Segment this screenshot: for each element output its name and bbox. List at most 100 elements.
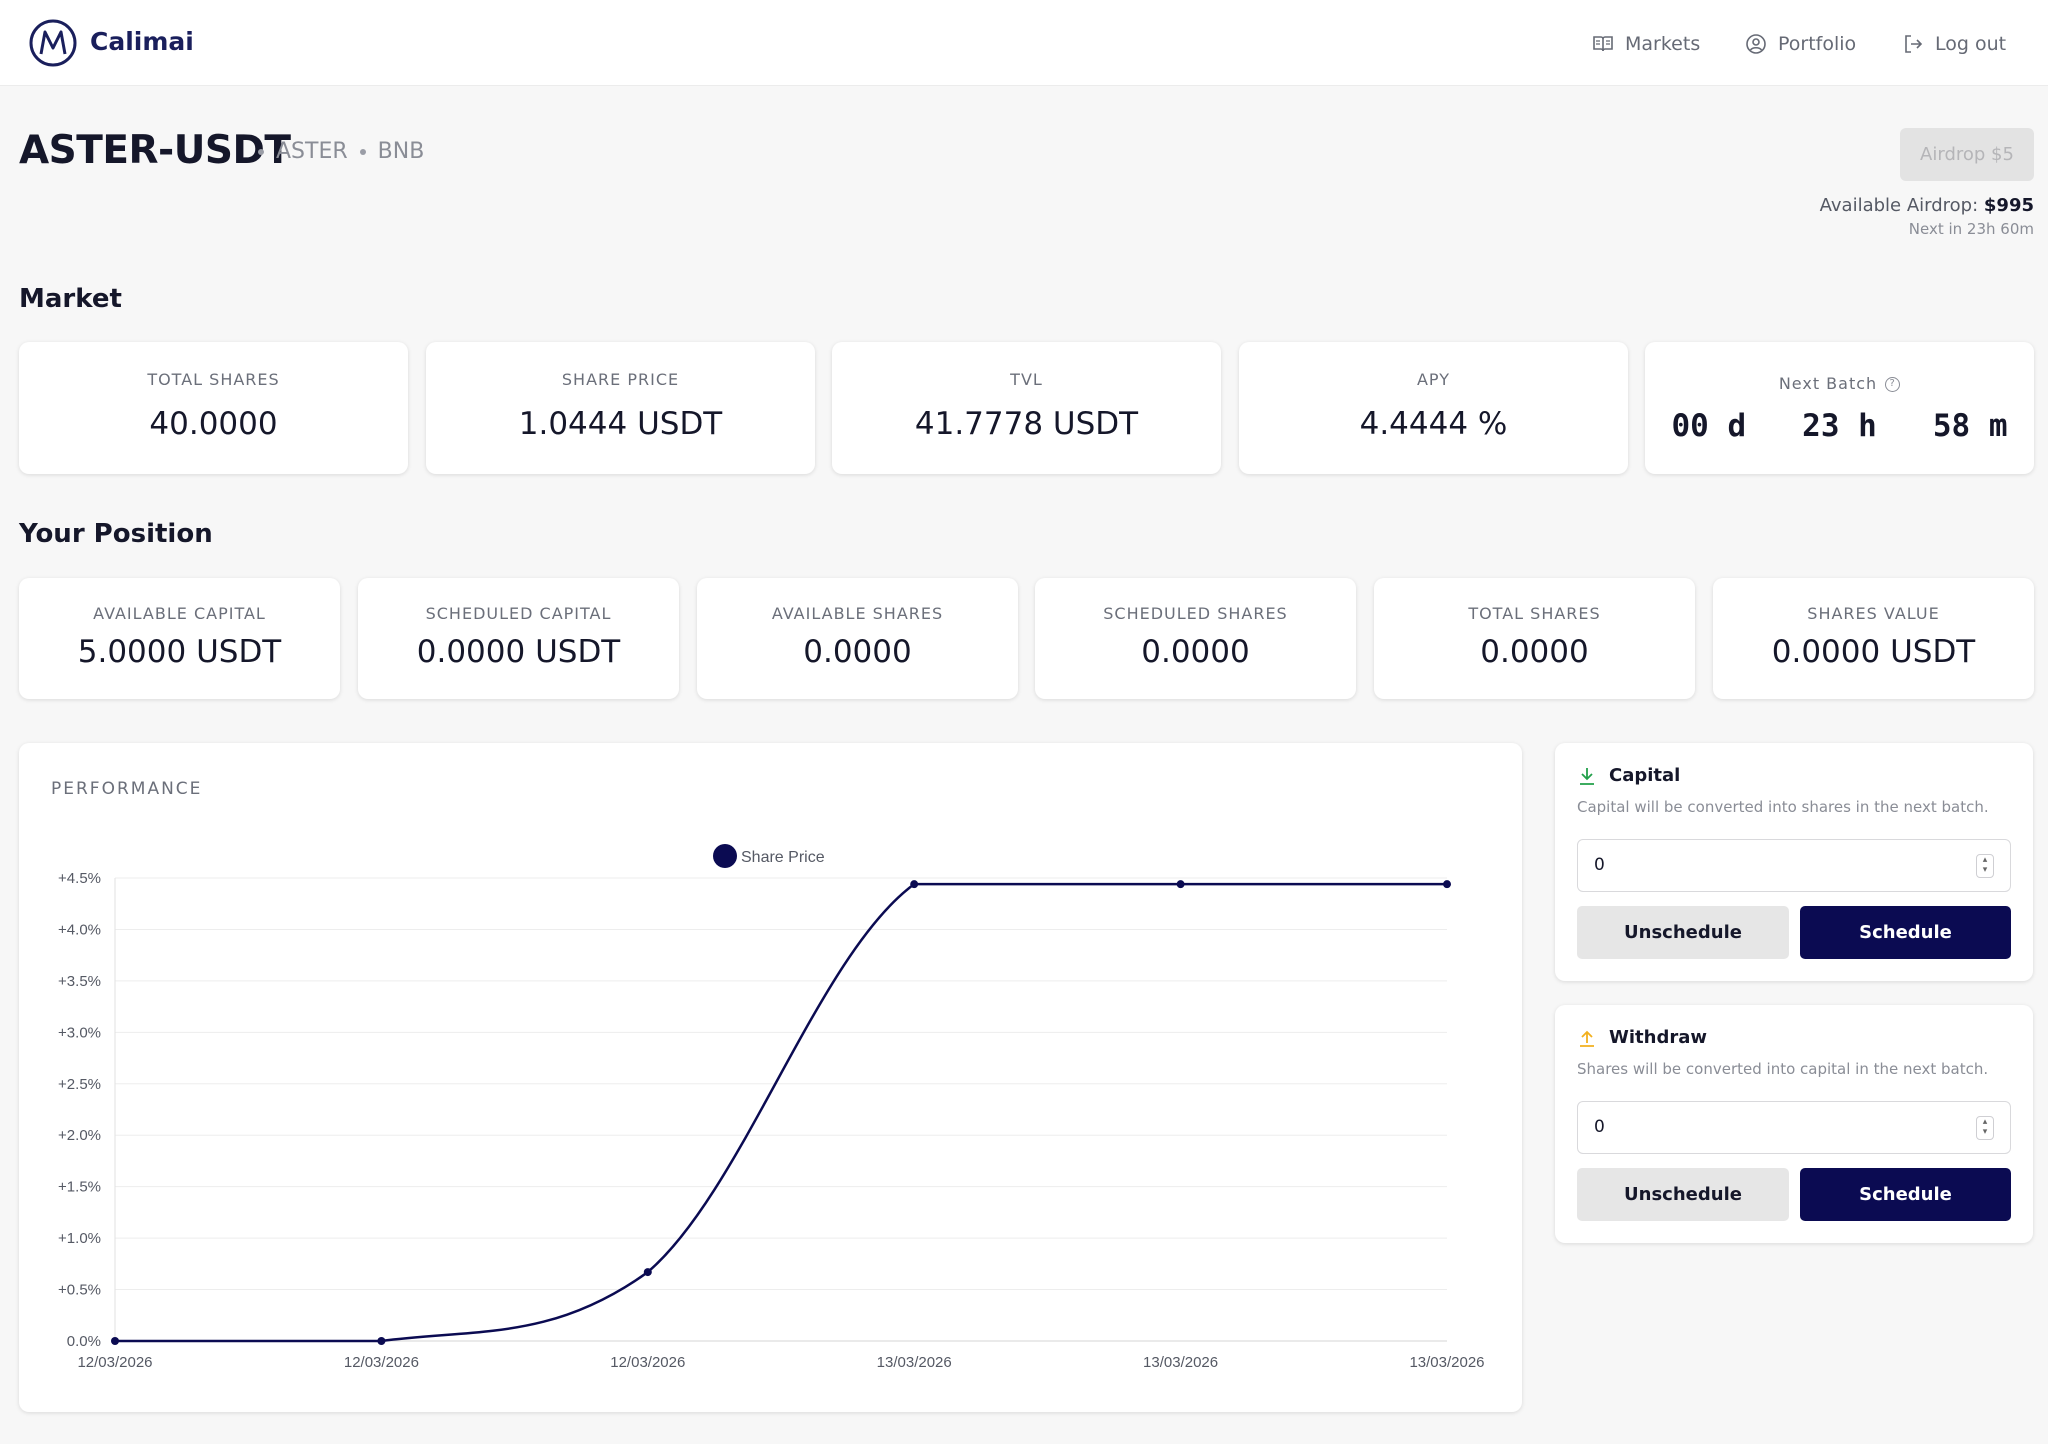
withdraw-form-title: Withdraw <box>1609 1027 1707 1048</box>
calimai-logo-icon[interactable] <box>28 18 78 68</box>
stat-card-apy: APY 4.4444 % <box>1239 342 1628 474</box>
stat-label: SHARES VALUE <box>1807 604 1940 623</box>
stat-value: 5.0000 USDT <box>77 634 282 670</box>
x-tick-label: 12/03/2026 <box>344 1354 419 1371</box>
capital-schedule-button[interactable]: Schedule <box>1800 906 2011 959</box>
pair-tag-chain: BNB <box>377 139 425 164</box>
next-batch-label-row: Next Batch? <box>1645 374 2034 393</box>
x-tick-label: 13/03/2026 <box>1143 1354 1218 1371</box>
share-price-line <box>115 882 1447 1343</box>
stat-label: APY <box>1416 370 1450 389</box>
available-airdrop: Available Airdrop: $995 <box>1820 195 2034 216</box>
x-tick-label: 12/03/2026 <box>77 1354 152 1371</box>
y-tick-label: +3.0% <box>58 1024 101 1041</box>
nav-logout[interactable]: Log out <box>1901 30 2006 58</box>
capital-form-header: Capital <box>1577 765 1680 786</box>
airdrop-next-timer: Next in 23h 60m <box>1908 220 2034 238</box>
x-tick-label: 12/03/2026 <box>610 1354 685 1371</box>
available-airdrop-label: Available Airdrop: <box>1819 195 1979 216</box>
book-open-icon <box>1593 36 1613 52</box>
countdown-days-unit: d <box>1727 408 1747 444</box>
stat-value: 0.0000 <box>1141 634 1250 670</box>
y-tick-label: +2.0% <box>58 1127 101 1144</box>
pair-tag-token: ASTER <box>276 139 348 164</box>
stat-value: 41.7778 USDT <box>914 406 1139 442</box>
y-tick-label: 0.0% <box>67 1333 101 1350</box>
position-card-scheduled-capital: SCHEDULED CAPITAL 0.0000 USDT <box>358 578 679 699</box>
stat-label: TOTAL SHARES <box>1468 604 1601 623</box>
nav-markets-label: Markets <box>1625 33 1701 55</box>
legend-label: Share Price <box>741 849 825 866</box>
market-section-title: Market <box>19 284 122 314</box>
y-tick-label: +2.5% <box>58 1076 101 1093</box>
x-tick-label: 13/03/2026 <box>877 1354 952 1371</box>
capital-form-card: Capital Capital will be converted into s… <box>1555 743 2033 981</box>
next-batch-label: Next Batch <box>1778 374 1878 393</box>
withdraw-amount-input[interactable] <box>1594 1117 1954 1137</box>
countdown-hours-unit: h <box>1858 408 1877 444</box>
stat-card-share-price: SHARE PRICE 1.0444 USDT <box>426 342 815 474</box>
capital-unschedule-button[interactable]: Unschedule <box>1577 906 1789 959</box>
share-price-point <box>643 1268 652 1277</box>
capital-stepper-icon[interactable]: ▴ ▾ <box>1976 854 1994 878</box>
position-card-total-shares: TOTAL SHARES 0.0000 <box>1374 578 1695 699</box>
airdrop-button[interactable]: Airdrop $5 <box>1900 128 2034 181</box>
legend-marker <box>713 844 737 868</box>
withdraw-form-card: Withdraw Shares will be converted into c… <box>1555 1005 2033 1243</box>
capital-form-description: Capital will be converted into shares in… <box>1577 798 1989 816</box>
stat-value: 0.0000 USDT <box>416 634 621 670</box>
nav-portfolio-label: Portfolio <box>1778 33 1857 55</box>
withdraw-form-header: Withdraw <box>1577 1027 1707 1048</box>
upload-arrow-icon <box>1580 1030 1594 1047</box>
stat-label: TVL <box>1010 370 1043 389</box>
capital-form-title: Capital <box>1609 765 1681 786</box>
position-card-shares-value: SHARES VALUE 0.0000 USDT <box>1713 578 2034 699</box>
performance-title: PERFORMANCE <box>51 779 203 799</box>
countdown-hours: 23 <box>1802 408 1840 444</box>
y-tick-label: +4.5% <box>58 870 101 887</box>
pair-tags: ASTER BNB <box>258 139 424 164</box>
nav-markets[interactable]: Markets <box>1591 30 1700 58</box>
stat-card-next-batch: Next Batch? 00 d 23 h 58 m <box>1645 342 2034 474</box>
stat-value: 0.0000 USDT <box>1771 634 1976 670</box>
capital-amount-field[interactable]: ▴▾ <box>1577 839 2011 892</box>
withdraw-amount-field[interactable]: ▴▾ <box>1577 1101 2011 1154</box>
logout-icon <box>1905 35 1923 53</box>
position-card-available-capital: AVAILABLE CAPITAL 5.0000 USDT <box>19 578 340 699</box>
position-card-scheduled-shares: SCHEDULED SHARES 0.0000 <box>1035 578 1356 699</box>
separator-dot <box>359 148 366 155</box>
stat-value: 40.0000 <box>149 406 278 442</box>
share-price-point <box>111 1337 119 1345</box>
withdraw-stepper-icon[interactable]: ▴ ▾ <box>1976 1116 1994 1140</box>
stat-value: 0.0000 <box>1480 634 1589 670</box>
performance-chart[interactable]: 0.0% +0.5% +1.0% +1.5% +2.0% +2.5% +3.0% +3.5% +… <box>19 743 1522 1412</box>
withdraw-form-description: Shares will be converted into capital in… <box>1577 1060 1989 1078</box>
position-card-available-shares: AVAILABLE SHARES 0.0000 <box>697 578 1018 699</box>
stat-label: AVAILABLE CAPITAL <box>93 604 266 623</box>
withdraw-schedule-button[interactable]: Schedule <box>1800 1168 2011 1221</box>
stat-value: 0.0000 <box>803 634 912 670</box>
countdown-minutes: 58 <box>1932 408 1971 444</box>
brand-name[interactable]: Calimai <box>90 27 194 56</box>
share-price-point <box>377 1337 386 1345</box>
help-circle-icon[interactable]: ? <box>1885 377 1901 392</box>
y-tick-label: +1.5% <box>58 1179 101 1196</box>
y-tick-label: +3.5% <box>58 973 101 990</box>
top-header: Calimai Markets Portfolio Log out <box>0 0 2048 86</box>
user-circle-icon <box>1746 34 1766 54</box>
capital-amount-input[interactable] <box>1594 855 1954 875</box>
nav-portfolio[interactable]: Portfolio <box>1744 30 1856 58</box>
y-tick-label: +1.0% <box>58 1230 101 1247</box>
countdown-minutes-unit: m <box>1988 408 2008 444</box>
countdown-days: 00 <box>1671 408 1709 444</box>
stat-label: SCHEDULED CAPITAL <box>425 604 612 623</box>
x-tick-label: 13/03/2026 <box>1409 1354 1484 1371</box>
position-section-title: Your Position <box>19 519 213 549</box>
pair-title: ASTER-USDT <box>19 128 291 173</box>
share-price-point <box>910 880 919 889</box>
airdrop-info: Available Airdrop: $995 Next in 23h 60m <box>1820 195 2034 238</box>
stat-label: SHARE PRICE <box>561 370 680 389</box>
withdraw-unschedule-button[interactable]: Unschedule <box>1577 1168 1789 1221</box>
y-tick-label: +0.5% <box>58 1282 101 1299</box>
performance-card: PERFORMANCE 0.0% +0.5% +1.0% +1.5% +2.0% +2.5… <box>19 743 1522 1412</box>
